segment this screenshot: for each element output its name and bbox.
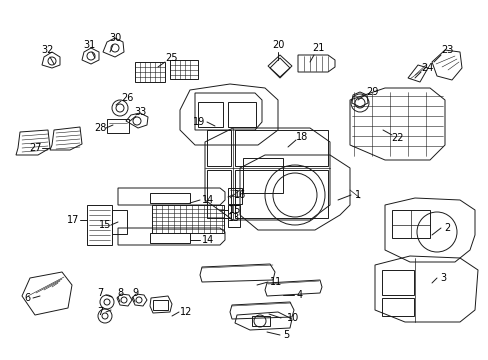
Bar <box>150 233 190 243</box>
Text: 16: 16 <box>233 190 245 200</box>
Bar <box>206 170 230 218</box>
Bar <box>135 62 164 82</box>
Text: 8: 8 <box>117 288 123 298</box>
Text: 7: 7 <box>97 307 103 317</box>
Text: 15: 15 <box>99 220 111 230</box>
Text: 19: 19 <box>192 117 204 127</box>
Text: 9: 9 <box>132 288 138 298</box>
Bar <box>87 205 112 245</box>
Bar <box>153 300 168 310</box>
Text: 2: 2 <box>443 223 449 233</box>
Text: 12: 12 <box>180 307 192 317</box>
Text: 20: 20 <box>271 40 284 50</box>
Text: 18: 18 <box>295 132 307 142</box>
Bar <box>235 170 327 218</box>
Text: 6: 6 <box>24 293 30 303</box>
Text: 21: 21 <box>311 43 324 53</box>
Bar <box>243 158 283 193</box>
Bar <box>198 102 223 127</box>
Text: 22: 22 <box>391 133 404 143</box>
Bar <box>206 130 230 166</box>
Text: 4: 4 <box>296 290 303 300</box>
Bar <box>150 193 190 203</box>
Text: 25: 25 <box>165 53 178 63</box>
Text: 30: 30 <box>109 33 121 43</box>
Text: 28: 28 <box>94 123 106 133</box>
Text: 5: 5 <box>282 330 288 340</box>
Bar <box>251 316 269 326</box>
Bar <box>235 130 327 166</box>
Text: 10: 10 <box>286 313 299 323</box>
Bar <box>227 205 240 227</box>
Bar <box>227 188 242 204</box>
Text: 7: 7 <box>97 288 103 298</box>
Bar <box>107 119 129 133</box>
Bar <box>227 102 256 127</box>
Text: 14: 14 <box>202 195 214 205</box>
Text: 3: 3 <box>439 273 445 283</box>
Bar <box>391 210 429 238</box>
Text: 31: 31 <box>82 40 95 50</box>
Text: 23: 23 <box>440 45 452 55</box>
Text: 1: 1 <box>354 190 360 200</box>
Text: 29: 29 <box>365 87 377 97</box>
Text: 32: 32 <box>41 45 53 55</box>
Bar <box>381 270 413 295</box>
Text: 15: 15 <box>228 205 241 215</box>
Text: 13: 13 <box>227 213 240 223</box>
Text: 11: 11 <box>269 277 282 287</box>
Bar <box>152 205 224 233</box>
Text: 14: 14 <box>202 235 214 245</box>
Text: 24: 24 <box>420 63 432 73</box>
Text: 17: 17 <box>67 215 79 225</box>
Text: 27: 27 <box>30 143 42 153</box>
Text: 26: 26 <box>121 93 133 103</box>
Bar <box>381 298 413 316</box>
Text: 33: 33 <box>134 107 146 117</box>
Bar <box>170 60 198 79</box>
Bar <box>112 210 127 234</box>
